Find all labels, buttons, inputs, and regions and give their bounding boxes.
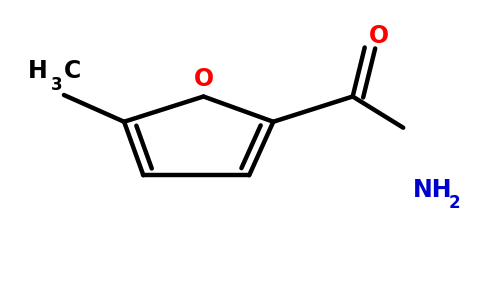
Text: C: C bbox=[64, 59, 81, 83]
Text: O: O bbox=[369, 24, 389, 48]
Text: O: O bbox=[194, 67, 213, 91]
Text: 2: 2 bbox=[449, 194, 461, 212]
Text: NH: NH bbox=[413, 178, 453, 202]
Text: 3: 3 bbox=[51, 76, 62, 94]
Text: H: H bbox=[28, 59, 47, 83]
